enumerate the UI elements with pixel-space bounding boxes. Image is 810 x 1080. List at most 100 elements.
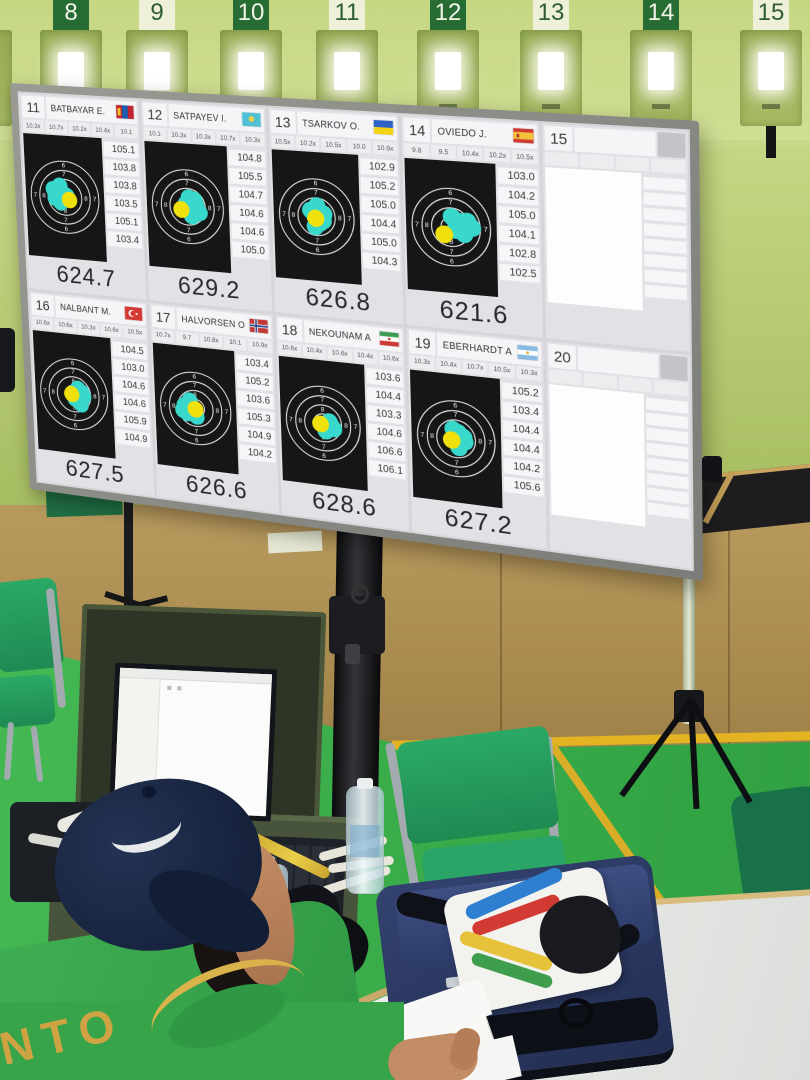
series-column: 104.8 105.5 104.7 104.6 104.6 105.0 xyxy=(228,146,269,276)
series-score-cell: 104.9 xyxy=(238,425,275,445)
shot-value-cell: 10.4x xyxy=(91,123,114,137)
shot-value-cell: 10.5x xyxy=(270,134,295,149)
series-score-cell: 103.8 xyxy=(105,177,140,195)
series-score-cell: 103.8 xyxy=(104,159,140,177)
svg-text:8: 8 xyxy=(320,405,324,413)
svg-text:6: 6 xyxy=(454,401,459,409)
lane-number-plate: 15 xyxy=(753,0,789,34)
flag-nor-icon xyxy=(249,318,268,334)
series-column: 104.5 103.0 104.6 104.6 105.9 104.9 xyxy=(112,338,151,463)
svg-text:8: 8 xyxy=(215,407,219,415)
flag-ukr-icon xyxy=(374,120,394,135)
svg-text:8: 8 xyxy=(186,217,190,225)
svg-text:8: 8 xyxy=(208,205,212,213)
series-column: 103.0 104.2 105.0 104.1 102.8 102.5 xyxy=(497,164,540,301)
series-score-cell: 104.6 xyxy=(367,422,406,443)
shooter-name: TSARKOV O. xyxy=(296,111,398,141)
shot-value-cell: 10.8x xyxy=(199,333,223,348)
svg-text:7: 7 xyxy=(155,201,159,209)
series-score-cell: 104.2 xyxy=(503,457,544,478)
shooter-name: NALBANT M. xyxy=(55,295,146,326)
lane-number: 19 xyxy=(409,329,436,356)
shot-value-cell: 10.6x xyxy=(32,316,54,330)
series-score-cell: 103.5 xyxy=(105,195,141,213)
shot-value-cell: 10.6x xyxy=(327,346,352,361)
shot-value-cell: 10.6x xyxy=(54,318,77,333)
shooter-name xyxy=(574,127,656,157)
shot-value-cell: 10.3x xyxy=(191,129,215,144)
shot-value-cell: 10.7x xyxy=(151,328,175,343)
series-score-cell: 104.4 xyxy=(503,419,543,440)
flag-tur-icon xyxy=(124,305,143,321)
series-score-cell: 105.0 xyxy=(498,205,539,226)
shot-value-cell: 10.7x xyxy=(462,359,488,376)
series-score-cell: 103.4 xyxy=(107,230,143,249)
panel-body xyxy=(545,167,687,314)
shot-value-cell: 10.0 xyxy=(347,139,372,154)
series-score-cell xyxy=(643,207,687,223)
target-holder-label xyxy=(542,104,560,109)
shot-value-cell: 10.5x xyxy=(512,149,538,165)
empty-header-cell xyxy=(660,354,688,381)
scoreboard-tv: 11 BATBAYAR E. 10.3x 10.7x 10.2x 10.4x 10.1 6 7 8… xyxy=(10,83,704,582)
scoreboard-panel-empty: 20 xyxy=(546,340,692,569)
svg-text:6: 6 xyxy=(320,387,324,395)
lane-number-plate: 10 xyxy=(233,0,269,34)
svg-text:6: 6 xyxy=(315,247,320,255)
series-score-cell: 105.9 xyxy=(115,410,150,430)
svg-text:7: 7 xyxy=(185,180,189,188)
series-score-cell xyxy=(644,238,687,254)
scoreboard-panel: 18 NEKOUNAM A 10.6x 10.4x 10.6x 10.4x 10.6x 6 7 8… xyxy=(274,314,410,531)
shot-value-cell: 10.6x xyxy=(277,341,302,356)
svg-text:6: 6 xyxy=(74,422,78,430)
flag-mgl-icon xyxy=(115,104,134,120)
shooter-name: OVIEDO J. xyxy=(432,119,538,150)
bottle-cap xyxy=(357,778,373,789)
svg-text:7: 7 xyxy=(489,439,494,447)
padlock xyxy=(345,644,360,664)
svg-text:8: 8 xyxy=(321,433,325,441)
svg-text:8: 8 xyxy=(51,388,55,395)
svg-text:7: 7 xyxy=(64,217,68,225)
svg-text:6: 6 xyxy=(192,373,196,381)
shooter-name: BATBAYAR E. xyxy=(45,96,137,125)
svg-text:7: 7 xyxy=(289,416,293,424)
flag-iri-icon xyxy=(379,330,400,347)
svg-text:6: 6 xyxy=(195,436,199,444)
svg-text:7: 7 xyxy=(73,413,77,421)
svg-text:7: 7 xyxy=(449,199,454,207)
series-column xyxy=(643,173,687,314)
wall-mounted-device xyxy=(0,328,15,392)
series-score-cell: 105.0 xyxy=(361,233,401,253)
panel-body xyxy=(549,383,689,533)
svg-text:6: 6 xyxy=(455,468,460,476)
flag-kaz-icon xyxy=(241,112,261,127)
target-lamp xyxy=(538,52,564,90)
left-chair-seat xyxy=(0,673,57,729)
lane-number-plate: 9 xyxy=(139,0,175,34)
svg-text:7: 7 xyxy=(93,196,97,204)
series-score-cell: 103.0 xyxy=(497,167,539,187)
shot-value-cell: 10.3x xyxy=(22,119,45,133)
lane-number: 15 xyxy=(544,125,573,152)
shot-value-cell: 10.5x xyxy=(123,325,146,340)
series-score-cell: 105.5 xyxy=(229,167,266,186)
series-score-cell: 103.3 xyxy=(366,404,405,424)
shot-value-cell: 10.4x xyxy=(353,348,378,364)
target-lamp xyxy=(238,52,264,90)
shooter-name: HALVORSEN O xyxy=(176,307,271,339)
svg-text:7: 7 xyxy=(224,408,228,416)
series-score-cell: 102.8 xyxy=(499,244,540,264)
series-score-cell xyxy=(646,457,689,474)
svg-text:7: 7 xyxy=(71,368,75,376)
lane-number: 16 xyxy=(30,292,55,317)
shot-value-cell: 10.3x xyxy=(167,128,191,142)
shot-value-cell: 10.1 xyxy=(115,125,138,139)
